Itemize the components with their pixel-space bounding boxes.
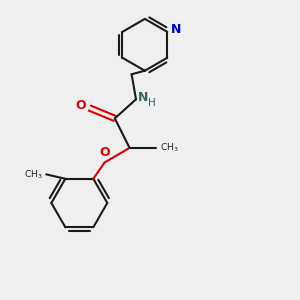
- Text: O: O: [100, 146, 110, 159]
- Text: CH$_3$: CH$_3$: [160, 142, 178, 154]
- Text: N: N: [137, 91, 148, 104]
- Text: H: H: [148, 98, 156, 108]
- Text: CH$_3$: CH$_3$: [24, 168, 43, 181]
- Text: N: N: [171, 23, 181, 36]
- Text: O: O: [76, 99, 86, 112]
